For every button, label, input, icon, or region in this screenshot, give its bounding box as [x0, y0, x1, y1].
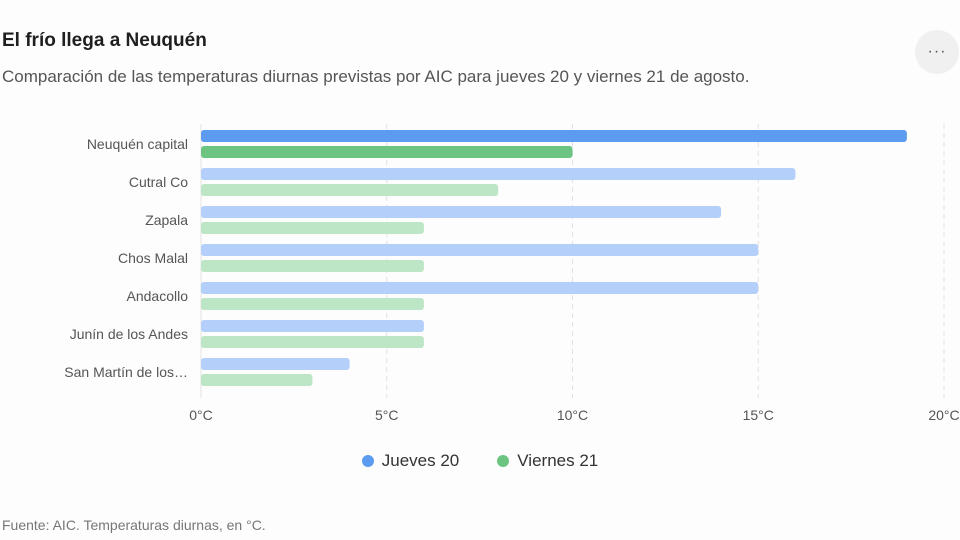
bar-viernes	[201, 374, 313, 386]
y-tick-label: Neuquén capital	[87, 136, 188, 152]
more-options-icon: ···	[927, 43, 947, 60]
bar-viernes	[201, 184, 499, 196]
bar-jueves	[201, 130, 907, 142]
bar-viernes	[201, 222, 424, 234]
chart-legend: Jueves 20 Viernes 21	[0, 451, 960, 471]
y-tick-label: San Martín de los…	[64, 364, 188, 380]
bar-viernes	[201, 336, 424, 348]
source-note: Fuente: AIC. Temperaturas diurnas, en °C…	[2, 517, 266, 533]
legend-label: Viernes 21	[517, 451, 599, 470]
bar-jueves	[201, 168, 796, 180]
legend-dot-icon	[361, 455, 374, 467]
y-tick-label: Cutral Co	[129, 174, 188, 190]
y-tick-label: Junín de los Andes	[70, 326, 188, 342]
bar-jueves	[201, 320, 424, 332]
bar-jueves	[201, 282, 759, 294]
x-tick-label: 10°C	[557, 407, 588, 423]
bar-viernes	[201, 260, 424, 272]
x-tick-label: 0°C	[189, 407, 213, 423]
y-tick-label: Chos Malal	[118, 250, 188, 266]
legend-dot-icon	[497, 455, 510, 467]
bar-viernes	[201, 146, 573, 158]
chart-subtitle: Comparación de las temperaturas diurnas …	[2, 67, 750, 86]
legend-item[interactable]: Jueves 20	[361, 451, 460, 471]
bar-jueves	[201, 206, 722, 218]
more-options-button[interactable]: ···	[915, 30, 959, 74]
x-tick-label: 5°C	[375, 407, 399, 423]
bar-jueves	[201, 244, 759, 256]
x-tick-label: 15°C	[743, 407, 774, 423]
legend-label: Jueves 20	[381, 451, 460, 470]
chart-title: El frío llega a Neuquén	[2, 30, 207, 51]
y-tick-label: Zapala	[145, 212, 188, 228]
bar-chart: 0°C 5°C 10°C 15°C 20°C Neuquén capital Cutral …	[64, 124, 960, 423]
bar-viernes	[201, 298, 424, 310]
bar-jueves	[201, 358, 350, 370]
y-tick-label: Andacollo	[127, 288, 189, 304]
legend-item[interactable]: Viernes 21	[497, 451, 598, 471]
x-tick-label: 20°C	[928, 407, 959, 423]
